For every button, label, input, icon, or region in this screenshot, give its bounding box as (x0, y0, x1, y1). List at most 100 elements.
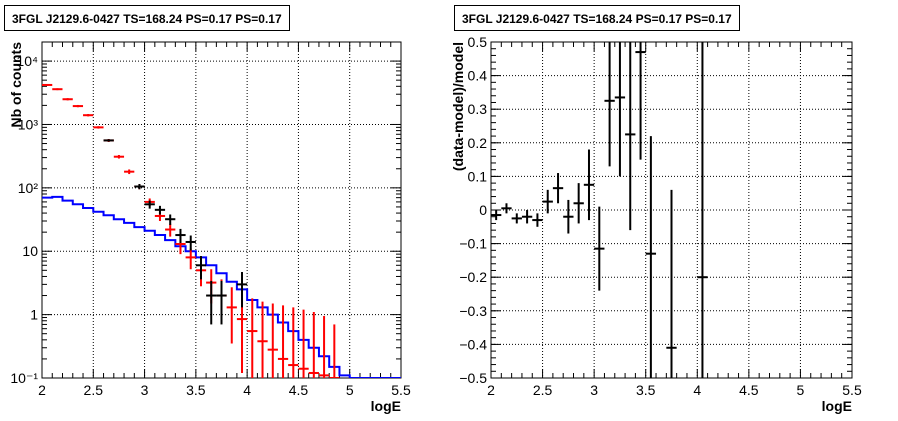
grid-lines (41, 42, 402, 379)
x-tick-label: 4.5 (289, 382, 309, 398)
data-point (521, 210, 533, 224)
data-point (144, 200, 155, 209)
data-point (154, 205, 166, 215)
y-tick-label: −0.1 (459, 236, 487, 252)
data-point (72, 104, 84, 108)
data-point (165, 214, 176, 225)
x-axis-title: logE (822, 398, 852, 414)
y-tick-label: 0.2 (468, 135, 488, 151)
data-point (491, 210, 502, 221)
y-tick-label: 0.5 (468, 34, 488, 50)
data-point (267, 303, 278, 378)
data-point (185, 235, 196, 251)
y-tick-label: 10³ (18, 116, 39, 132)
data-point (542, 189, 553, 214)
data-point (216, 280, 227, 325)
data-point (308, 311, 319, 378)
data-point (511, 213, 522, 224)
data-point (645, 136, 657, 378)
y-tick-label: 10⁻¹ (10, 370, 38, 386)
y-tick-label: 10 (22, 243, 38, 259)
axis-ticks (41, 41, 402, 379)
data-point (573, 183, 584, 224)
x-tick-label: 5 (797, 382, 805, 398)
y-tick-label: 0.4 (468, 68, 488, 84)
y-tick-label: 10² (18, 180, 39, 196)
data-point (329, 324, 340, 378)
data-point (277, 305, 289, 378)
data-point (42, 83, 53, 86)
x-tick-label: 4 (243, 382, 251, 398)
x-tick-label: 2 (38, 382, 46, 398)
x-tick-label: 2.5 (533, 382, 553, 398)
data-point (257, 301, 268, 378)
y-tick-label: −0.5 (459, 370, 487, 386)
axis-ticks (490, 41, 853, 379)
plot-frame (41, 41, 402, 379)
x-tick-label: 3.5 (636, 382, 656, 398)
data-point (604, 42, 615, 167)
data-point (195, 256, 207, 280)
x-tick-label: 5.5 (842, 382, 862, 398)
y-tick-label: −0.4 (459, 336, 487, 352)
plot-area (491, 42, 708, 378)
left-panel: 2 2.5 3 3.5 4 4.5 5 5.5 10⁻¹ 1 10 10² 10³ 10⁴ logE Nb o… (4, 5, 411, 414)
y-axis-title: (data-model)/model (450, 42, 466, 171)
data-point (625, 42, 636, 231)
data-point (236, 272, 248, 308)
data-point (165, 223, 176, 237)
residuals-chart: 2 2.5 3 3.5 4 4.5 5 5.5 −0.5 −0.4 −0.3 −0.2 −0.1 0 0.1… (450, 34, 862, 414)
x-tick-label: 4.5 (739, 382, 759, 398)
y-axis-title: Nb of counts (8, 42, 24, 128)
x-tick-label: 3 (590, 382, 598, 398)
x-tick-label: 3.5 (186, 382, 206, 398)
y-tick-label: 0.3 (468, 101, 488, 117)
data-point (62, 98, 73, 101)
data-point (113, 154, 125, 159)
data-point (83, 114, 94, 117)
data-point (697, 42, 708, 378)
data-point (614, 42, 626, 177)
series-0 (491, 42, 708, 378)
data-point (594, 206, 605, 291)
data-point (298, 309, 309, 378)
data-point (563, 199, 574, 234)
data-point (103, 139, 114, 142)
x-axis-title: logE (371, 398, 401, 414)
counts-chart: 2 2.5 3 3.5 4 4.5 5 5.5 10⁻¹ 1 10 10² 10³ 10⁴ logE Nb o… (8, 41, 411, 414)
y-tick-label: 0.1 (468, 168, 488, 184)
data-point (318, 316, 330, 378)
data-point (185, 248, 196, 270)
plot-area (42, 83, 401, 378)
y-tick-label: −0.3 (459, 303, 487, 319)
right-panel: 2 2.5 3 3.5 4 4.5 5 5.5 −0.5 −0.4 −0.3 −0.2 −0.1 0 0.1… (449, 0, 898, 421)
data-point (501, 203, 512, 214)
data-point (583, 149, 595, 221)
data-point (206, 280, 217, 325)
x-tick-label: 2 (487, 382, 495, 398)
y-tick-label: 0 (479, 202, 487, 218)
data-point (532, 213, 543, 227)
data-point (93, 126, 104, 129)
right-chart-title: 3FGL J2129.6-0427 TS=168.24 PS=0.17 PS=0… (454, 5, 740, 31)
data-point (247, 298, 258, 378)
series-2 (103, 139, 248, 325)
data-point (134, 184, 145, 190)
data-point (288, 307, 299, 378)
data-point (226, 287, 237, 344)
data-point (552, 173, 564, 204)
x-tick-label: 2.5 (84, 382, 104, 398)
x-tick-label: 4 (693, 382, 701, 398)
x-tick-label: 3 (141, 382, 149, 398)
x-tick-label: 5 (346, 382, 354, 398)
data-point (175, 228, 186, 243)
data-point (666, 189, 677, 378)
y-tick-label: −0.2 (459, 269, 487, 285)
x-tick-label: 5.5 (391, 382, 411, 398)
left-chart-title: 3FGL J2129.6-0427 TS=168.24 PS=0.17 PS=0… (4, 5, 290, 31)
data-point (635, 42, 646, 160)
series-1 (42, 83, 340, 378)
data-point (124, 169, 135, 175)
data-point (52, 88, 63, 91)
y-tick-label: 1 (30, 307, 38, 323)
